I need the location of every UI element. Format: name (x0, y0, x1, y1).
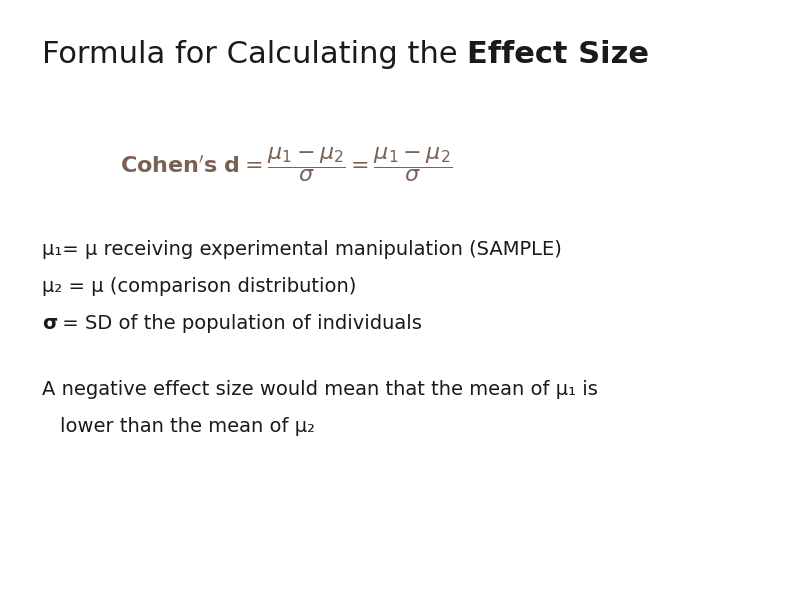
Text: Formula for Calculating the: Formula for Calculating the (42, 40, 468, 69)
Text: $\mathbf{Cohen's\ d} = \dfrac{\mu_1 - \mu_2}{\sigma} = \dfrac{\mu_1 - \mu_2}{\si: $\mathbf{Cohen's\ d} = \dfrac{\mu_1 - \m… (120, 145, 453, 184)
Text: μ₂ = μ (comparison distribution): μ₂ = μ (comparison distribution) (42, 277, 357, 296)
Text: σ: σ (42, 314, 57, 333)
Text: μ₁= μ receiving experimental manipulation (SAMPLE): μ₁= μ receiving experimental manipulatio… (42, 240, 562, 259)
Text: lower than the mean of μ₂: lower than the mean of μ₂ (60, 417, 315, 436)
Text: = SD of the population of individuals: = SD of the population of individuals (56, 314, 422, 333)
Text: Effect Size: Effect Size (468, 40, 649, 69)
Text: A negative effect size would mean that the mean of μ₁ is: A negative effect size would mean that t… (42, 380, 598, 399)
